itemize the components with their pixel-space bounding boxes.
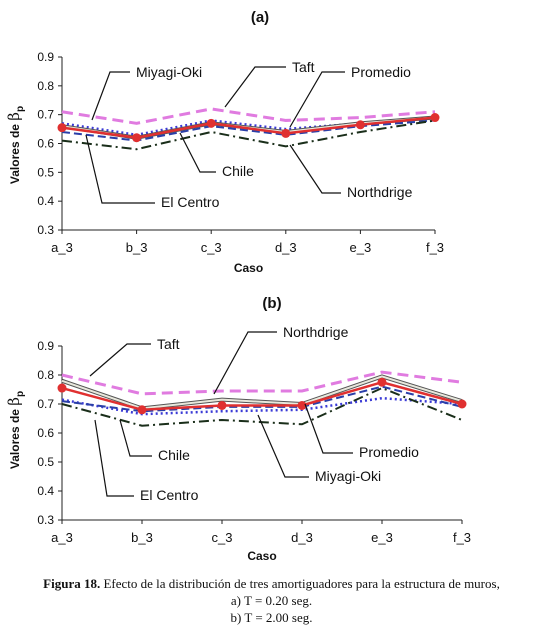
y-axis-label: Valores de βp — [5, 391, 26, 469]
chart-title: (b) — [262, 295, 281, 312]
y-axis-label-beta: β — [5, 112, 23, 121]
series-taft-line — [61, 370, 463, 396]
x-tick-label: a_3 — [51, 530, 73, 545]
callout-promedio-leader — [304, 403, 353, 454]
series-promedio-marker — [355, 120, 365, 130]
callout-northdrige-label: Northdrige — [347, 184, 413, 200]
callout-promedio-leader — [289, 71, 345, 128]
series-promedio-marker — [430, 113, 440, 123]
y-tick-label: 0.3 — [37, 223, 54, 237]
chart-panel-a: (a) 0.3 0.4 0.5 0.6 0.7 0.8 0.9 a_3 b_3 c_3 d_3 e_3 f… — [5, 9, 444, 275]
y-tick-label: 0.5 — [37, 165, 54, 179]
series-promedio-marker — [137, 405, 147, 415]
x-tick-label: f_3 — [453, 530, 471, 545]
series-promedio-marker — [377, 377, 387, 387]
y-tick-label: 0.7 — [37, 397, 54, 411]
figure-caption-line3: b) T = 2.00 seg. — [230, 610, 313, 625]
callout-promedio-label: Promedio — [359, 444, 419, 460]
y-tick-label: 0.6 — [37, 426, 54, 440]
callout-northdrige-leader — [213, 331, 277, 395]
chart-title: (a) — [251, 9, 269, 26]
callout-taft-label: Taft — [292, 59, 315, 75]
callout-taft-leader — [89, 343, 151, 377]
y-tick-label: 0.6 — [37, 137, 54, 151]
callout-el-centro-leader — [94, 419, 134, 497]
x-tick-label: e_3 — [371, 530, 393, 545]
series-miyagi-oki-line — [61, 375, 463, 410]
x-tick-label: e_3 — [350, 240, 372, 255]
x-axis-label: Caso — [234, 261, 263, 275]
callout-chile-leader — [179, 132, 216, 173]
series-promedio-marker — [297, 400, 307, 410]
callout-el-centro-leader — [85, 134, 155, 204]
callout-taft-label: Taft — [157, 336, 180, 352]
y-tick-label: 0.8 — [37, 79, 54, 93]
callout-miyagi-oki-label: Miyagi-Oki — [315, 468, 381, 484]
series-chile-line — [61, 386, 463, 427]
callout-miyagi-oki-leader — [257, 414, 309, 478]
y-axis-label: Valores de βp — [5, 106, 26, 184]
series-promedio-marker — [132, 133, 142, 143]
y-axis-label-text: Valores de — [8, 121, 22, 184]
x-tick-label: d_3 — [275, 240, 297, 255]
x-tick-label: b_3 — [126, 240, 148, 255]
y-tick-label: 0.7 — [37, 108, 54, 122]
series-chile-line — [61, 119, 436, 151]
callout-northdrige-leader — [289, 144, 341, 194]
series-promedio-line — [61, 380, 463, 412]
series-el-centro-line — [61, 119, 436, 142]
x-tick-label: a_3 — [51, 240, 73, 255]
series-promedio-marker — [57, 383, 67, 393]
x-tick-label: c_3 — [212, 530, 233, 545]
series-promedio-marker — [281, 128, 291, 138]
callout-miyagi-oki-leader — [91, 71, 130, 121]
x-tick-label: d_3 — [291, 530, 313, 545]
callout-el-centro-label: El Centro — [140, 487, 199, 503]
y-tick-label: 0.4 — [37, 194, 54, 208]
y-tick-label: 0.4 — [37, 484, 54, 498]
y-axis-label-text: Valores de — [8, 406, 22, 469]
x-tick-label: b_3 — [131, 530, 153, 545]
series-promedio-marker — [217, 400, 227, 410]
callout-northdrige-label: Northdrige — [283, 324, 349, 340]
series-promedio-marker — [57, 123, 67, 133]
x-axis-label: Caso — [247, 549, 276, 563]
callout-promedio-label: Promedio — [351, 64, 411, 80]
x-tick-label: c_3 — [201, 240, 222, 255]
figure-caption-label: Figura 18. — [43, 576, 101, 591]
callout-chile-label: Chile — [158, 447, 190, 463]
y-axis-label-beta: β — [5, 397, 23, 406]
y-axis-label-sub: p — [15, 391, 26, 397]
y-tick-label: 0.3 — [37, 513, 54, 527]
series-promedio-marker — [457, 399, 467, 409]
y-tick-label: 0.9 — [37, 339, 54, 353]
figure-caption-line2: a) T = 0.20 seg. — [230, 593, 313, 608]
figure-caption-text: Efecto de la distribución de tres amorti… — [100, 576, 500, 591]
chart-panel-b: (b) 0.3 0.4 0.5 0.6 0.7 0.8 0.9 a_3 b_3 c_3 d_3 e_3 f… — [5, 295, 471, 563]
y-tick-label: 0.5 — [37, 455, 54, 469]
series-taft-line — [61, 107, 436, 125]
y-tick-label: 0.8 — [37, 368, 54, 382]
series-promedio-marker — [206, 118, 216, 128]
figure-caption-line1: Figura 18. Efecto de la distribución de … — [0, 576, 543, 592]
y-tick-label: 0.9 — [37, 50, 54, 64]
callout-taft-leader — [224, 66, 286, 108]
series-el-centro-line — [61, 385, 463, 413]
x-tick-label: f_3 — [426, 240, 444, 255]
callout-chile-leader — [119, 419, 152, 457]
callout-el-centro-label: El Centro — [161, 194, 220, 210]
callout-chile-label: Chile — [222, 163, 254, 179]
series-northdrige-line — [61, 396, 463, 416]
y-axis-label-sub: p — [15, 106, 26, 112]
series-promedio-line — [61, 116, 436, 139]
callout-miyagi-oki-label: Miyagi-Oki — [136, 64, 202, 80]
